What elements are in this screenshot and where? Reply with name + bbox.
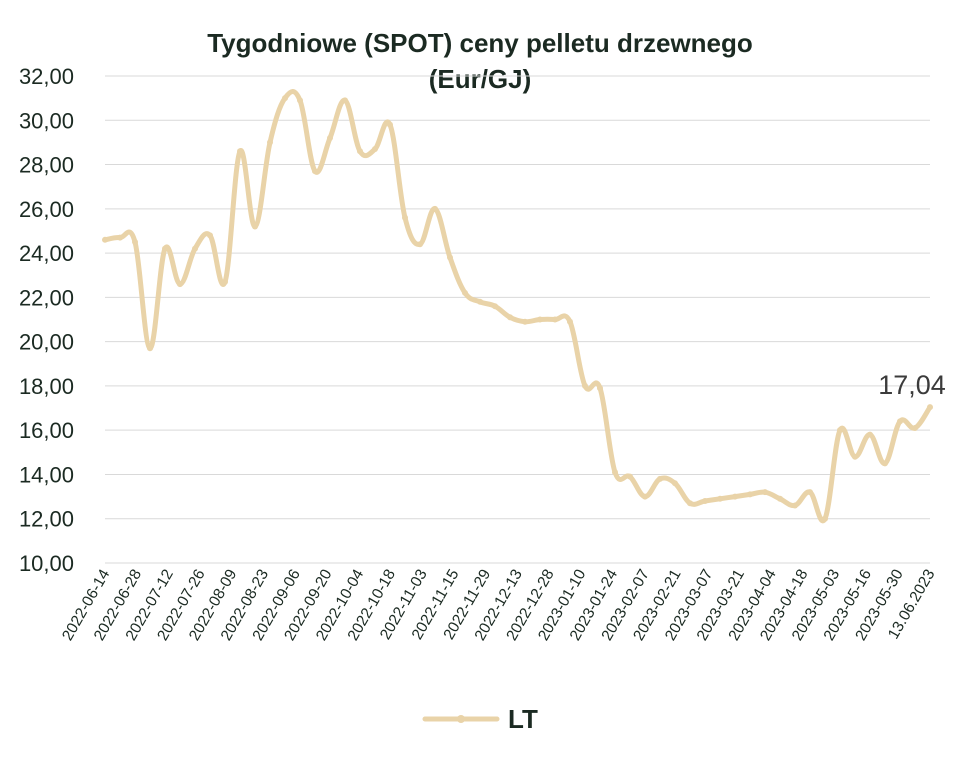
gridlines: [105, 75, 930, 564]
data-point: [462, 289, 468, 296]
data-point: [837, 427, 843, 434]
series-line-lt: [102, 89, 933, 524]
y-tick-label: 24,00: [19, 241, 74, 266]
data-point: [762, 489, 768, 496]
data-point: [897, 418, 903, 425]
data-point: [867, 431, 873, 438]
data-point: [582, 382, 588, 389]
data-point: [147, 345, 153, 352]
y-tick-label: 26,00: [19, 197, 74, 222]
data-point: [552, 316, 558, 323]
data-point: [627, 473, 633, 480]
data-point: [657, 475, 663, 482]
data-point: [732, 493, 738, 500]
data-point: [537, 316, 543, 323]
data-point: [267, 139, 273, 146]
data-point: [687, 500, 693, 507]
data-point: [312, 168, 318, 175]
data-point: [447, 254, 453, 261]
data-point: [777, 495, 783, 502]
legend-label-lt: LT: [508, 704, 538, 734]
y-axis-ticks: 10,00 12,00 14,00 16,00 18,00 20,00 22,00 24,00…: [19, 64, 74, 576]
data-point: [477, 298, 483, 305]
data-point: [102, 236, 108, 243]
data-point: [702, 498, 708, 505]
data-point: [192, 245, 198, 252]
data-label-last: 17,04: [878, 370, 946, 400]
data-point: [567, 318, 573, 325]
data-point: [342, 97, 348, 104]
data-point: [432, 205, 438, 212]
data-point: [507, 314, 513, 321]
x-axis-ticks: 2022-06-142022-06-282022-07-122022-07-26…: [59, 566, 938, 643]
data-point: [612, 469, 618, 476]
data-point: [807, 489, 813, 496]
data-point: [297, 97, 303, 104]
legend: LT: [422, 704, 538, 734]
data-point: [882, 460, 888, 467]
data-point: [357, 148, 363, 155]
data-point: [417, 241, 423, 248]
y-tick-label: 28,00: [19, 153, 74, 178]
legend-marker-lt: [457, 715, 465, 723]
data-point: [642, 493, 648, 500]
chart-title-line-2: (Eur/GJ): [429, 64, 532, 94]
data-point: [207, 232, 213, 239]
data-point: [162, 245, 168, 252]
data-point: [912, 424, 918, 431]
data-point: [117, 234, 123, 241]
data-point: [672, 480, 678, 487]
y-tick-label: 14,00: [19, 462, 74, 487]
data-point: [402, 214, 408, 221]
data-point: [327, 134, 333, 141]
data-point: [492, 303, 498, 310]
data-point: [927, 404, 933, 411]
data-point: [597, 385, 603, 392]
y-tick-label: 32,00: [19, 64, 74, 89]
data-point: [822, 515, 828, 522]
data-point: [282, 95, 288, 102]
data-point: [522, 318, 528, 325]
data-point: [387, 121, 393, 128]
data-point: [852, 453, 858, 460]
y-tick-label: 22,00: [19, 285, 74, 310]
y-tick-label: 16,00: [19, 418, 74, 443]
data-point: [792, 502, 798, 509]
y-tick-label: 30,00: [19, 108, 74, 133]
chart-title-line-1: Tygodniowe (SPOT) ceny pelletu drzewnego: [207, 28, 753, 58]
data-point: [717, 495, 723, 502]
data-point: [372, 146, 378, 153]
data-point: [237, 148, 243, 155]
data-point: [177, 281, 183, 288]
data-point: [747, 491, 753, 498]
y-tick-label: 12,00: [19, 507, 74, 532]
data-point: [132, 239, 138, 246]
y-tick-label: 18,00: [19, 374, 74, 399]
y-tick-label: 20,00: [19, 330, 74, 355]
data-point: [222, 278, 228, 285]
y-tick-label: 10,00: [19, 551, 74, 576]
data-point: [252, 223, 258, 230]
series-lt: [102, 89, 933, 524]
